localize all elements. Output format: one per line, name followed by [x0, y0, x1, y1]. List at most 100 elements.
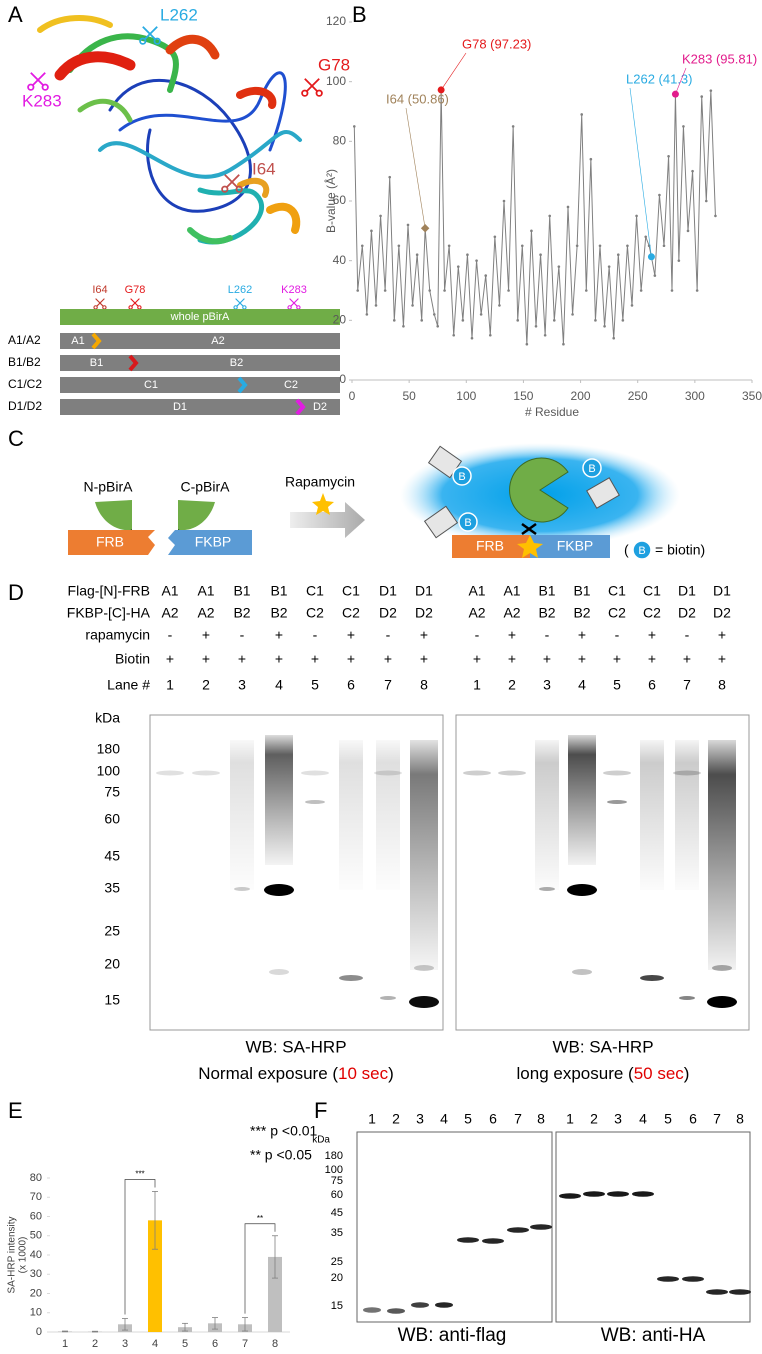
smear	[675, 740, 699, 890]
scissors-icon	[233, 298, 247, 310]
cell: +	[578, 627, 586, 643]
fragment-label: A2	[211, 335, 224, 347]
cell: A1	[503, 583, 520, 599]
data-point	[530, 229, 533, 233]
error-bar	[242, 1317, 248, 1332]
data-point	[653, 274, 657, 277]
smear	[640, 740, 664, 890]
blade	[131, 298, 140, 307]
band	[339, 975, 363, 981]
data-point	[691, 169, 694, 173]
marker-label: 75	[104, 784, 120, 800]
handle	[139, 37, 147, 45]
cell: 1	[166, 677, 174, 693]
row-label: Flag-[N]-FRB	[68, 583, 150, 599]
lane-number: 3	[614, 1111, 622, 1127]
drug-label: Rapamycin	[285, 474, 355, 490]
caption: WB: anti-HA	[601, 1325, 706, 1346]
protein-structure	[37, 15, 302, 245]
cell: +	[613, 651, 621, 667]
cell: D2	[379, 605, 397, 621]
annotation: I64 (50.86)	[386, 91, 449, 106]
cell: +	[202, 627, 210, 643]
band	[729, 1289, 751, 1295]
band	[305, 800, 325, 804]
cell: C2	[342, 605, 360, 621]
marker-label: 35	[331, 1227, 343, 1239]
band	[301, 770, 329, 776]
marker-label: 15	[331, 1300, 343, 1312]
handle	[27, 83, 35, 91]
cell: 6	[347, 677, 355, 693]
band	[607, 800, 627, 804]
error-bar	[152, 1191, 158, 1250]
scissors-icon	[128, 298, 142, 310]
y-tick-label: 40	[30, 1249, 42, 1261]
y-tick-label: 20	[30, 1287, 42, 1299]
cell: C2	[643, 605, 661, 621]
x-tick-label: 6	[212, 1338, 218, 1350]
caption: WB: SA-HRP	[245, 1037, 346, 1056]
marker-label: 15	[104, 992, 120, 1008]
band	[409, 996, 439, 1008]
x-tick-label: 300	[685, 389, 705, 403]
annotation: L262 (41.3)	[626, 71, 693, 86]
data-point	[534, 325, 538, 328]
data-point	[479, 313, 483, 316]
cell: B1	[573, 583, 590, 599]
marker-label: 100	[97, 763, 121, 779]
cell: D1	[713, 583, 731, 599]
handle	[221, 185, 229, 193]
cell: 3	[543, 677, 551, 693]
cell: +	[718, 627, 726, 643]
error-bar	[212, 1317, 218, 1330]
smear	[410, 740, 438, 970]
data-point	[682, 125, 685, 128]
domain-label: FKBP	[557, 538, 594, 554]
data-point	[612, 336, 616, 340]
scissors-icon	[287, 298, 301, 310]
blade	[289, 298, 298, 307]
band	[607, 1191, 629, 1197]
data-point	[420, 319, 424, 322]
data-point	[379, 214, 382, 218]
band	[632, 1191, 654, 1197]
band	[414, 965, 434, 971]
handle	[137, 305, 142, 310]
scissors-icon	[221, 174, 243, 193]
marker-label: 25	[331, 1256, 343, 1268]
data-point	[704, 199, 708, 203]
lane-number: 7	[514, 1111, 522, 1127]
site-label: L262	[228, 284, 252, 296]
cell: +	[508, 651, 516, 667]
row-label: Lane #	[107, 677, 150, 693]
cell: C1	[342, 583, 360, 599]
fragment-name: C-pBirA	[180, 479, 230, 495]
fragment-label: A1	[71, 335, 84, 347]
y-axis-label: (x 1000)	[18, 1237, 29, 1274]
cell: D2	[415, 605, 433, 621]
cell: B2	[573, 605, 590, 621]
band	[463, 770, 491, 776]
cut-chevron	[91, 332, 102, 350]
handle	[242, 305, 247, 310]
y-tick-label: 100	[326, 74, 346, 88]
handle	[93, 305, 98, 310]
data-point	[466, 253, 469, 256]
data-point	[428, 289, 432, 292]
y-tick-label: 50	[30, 1230, 42, 1242]
band	[387, 1308, 405, 1314]
cell: 2	[508, 677, 516, 693]
band	[380, 996, 396, 1000]
marker-label: 20	[331, 1272, 343, 1284]
lane-number: 2	[392, 1111, 400, 1127]
biotin-icon	[582, 458, 602, 478]
cell: D1	[678, 583, 696, 599]
cell: -	[475, 627, 480, 643]
x-tick-label: 8	[272, 1338, 278, 1350]
significance-note: *** p <0.01	[250, 1123, 318, 1139]
panel-label: E	[8, 1098, 23, 1123]
blade	[290, 298, 299, 307]
cell: 7	[384, 677, 392, 693]
x-tick-label: 7	[242, 1338, 248, 1350]
